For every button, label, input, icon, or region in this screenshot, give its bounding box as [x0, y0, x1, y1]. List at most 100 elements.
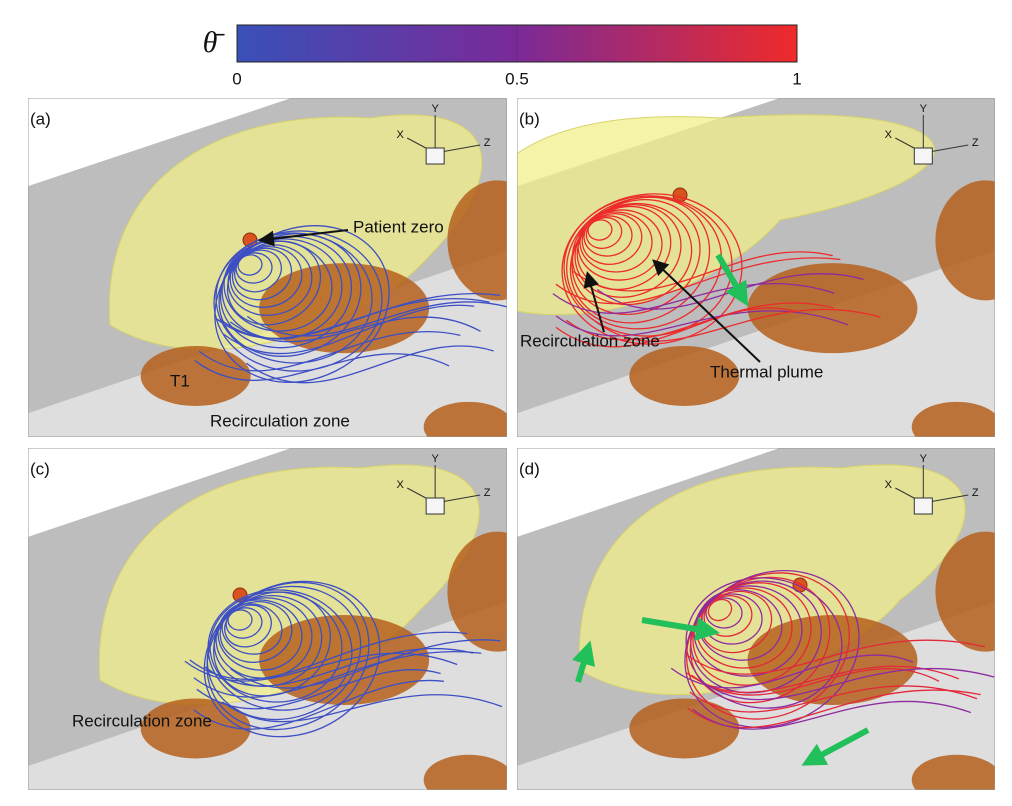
streamline — [579, 211, 653, 273]
streamline — [563, 195, 733, 337]
axis-label: X — [396, 479, 404, 491]
streamline — [707, 598, 733, 622]
colorbar-label: θ̄ — [203, 26, 226, 59]
streamline — [574, 204, 682, 298]
streamline — [206, 585, 362, 721]
annotation: Recirculation zone — [520, 331, 660, 350]
flow-arrow — [641, 617, 720, 641]
panel — [517, 98, 995, 437]
axis-label: Y — [920, 453, 928, 465]
table — [911, 754, 995, 790]
axis-label: Z — [484, 137, 491, 149]
streamline — [226, 240, 322, 326]
streamline — [213, 230, 383, 372]
streamline — [207, 589, 353, 711]
table — [140, 345, 251, 406]
panel — [28, 448, 507, 790]
streamline — [229, 246, 303, 308]
streamline — [224, 604, 272, 648]
streamline — [685, 577, 843, 709]
upper-wall — [28, 448, 292, 537]
axis-cube — [913, 497, 933, 515]
upper-wall — [28, 98, 292, 187]
plume — [517, 114, 935, 316]
panel-label: (b) — [519, 109, 540, 128]
flow-arrow — [572, 640, 596, 683]
streamline — [576, 205, 672, 291]
colorbar-tick-label: 0 — [232, 69, 241, 88]
streamline — [565, 302, 834, 341]
axis-label: Z — [484, 487, 491, 499]
annotation: Recirculation zone — [72, 711, 212, 730]
streamline — [227, 609, 253, 631]
colorbar-tick-label: 1 — [792, 69, 801, 88]
streamline — [230, 639, 501, 689]
panel-label: (c) — [30, 459, 50, 478]
streamline — [193, 651, 482, 698]
streamline — [705, 597, 743, 629]
streamline — [585, 216, 623, 250]
arrow — [258, 229, 349, 247]
axis-label: Y — [431, 103, 439, 115]
streamline — [209, 591, 343, 703]
streamline — [587, 219, 613, 241]
annotations: Patient zero T1 Recirculation zone Recir… — [72, 217, 870, 766]
streamline — [552, 283, 835, 314]
streamline — [231, 247, 293, 301]
streamline — [699, 667, 995, 701]
annotation: T1 — [170, 371, 190, 390]
streamline — [194, 353, 450, 381]
streamline — [213, 591, 331, 697]
axis-cube — [425, 147, 445, 165]
streamline — [571, 202, 693, 306]
panel — [517, 448, 995, 790]
annotation: Thermal plume — [710, 362, 823, 381]
streamline — [193, 679, 444, 730]
streamline — [219, 601, 293, 663]
streamline — [569, 196, 711, 324]
streamline — [689, 685, 978, 713]
streamline — [555, 310, 848, 337]
panel-label: (a) — [30, 109, 51, 128]
annotation: Patient zero — [353, 217, 444, 236]
panels — [28, 98, 995, 790]
axis-label: Y — [431, 453, 439, 465]
axis-label: Z — [972, 137, 979, 149]
streamline — [203, 647, 474, 687]
streamline — [189, 631, 468, 680]
table — [140, 698, 251, 759]
streamline — [246, 301, 507, 337]
streamline — [572, 251, 833, 292]
streamline — [196, 669, 441, 710]
table — [629, 345, 740, 406]
streamline — [686, 639, 985, 675]
streamline — [685, 665, 960, 693]
panel-label: (d) — [519, 459, 540, 478]
streamline — [222, 694, 503, 723]
colorbar — [236, 24, 798, 63]
plume — [98, 464, 480, 706]
panel — [28, 98, 507, 437]
plume — [578, 464, 966, 696]
table — [447, 180, 507, 301]
flow-arrow — [801, 727, 870, 766]
axis-cube — [425, 497, 445, 515]
streamline — [225, 607, 263, 639]
streamline — [566, 196, 722, 330]
colorbar-ticks: 0 0.5 1 — [232, 25, 802, 88]
axis-label: X — [396, 129, 404, 141]
annotation: Recirculation zone — [210, 411, 350, 430]
colorbar-tick-label: 0.5 — [505, 69, 529, 88]
streamline — [583, 215, 633, 257]
streamline — [561, 193, 743, 345]
arrow — [583, 271, 605, 333]
streamline — [670, 654, 914, 689]
axis-cube — [913, 147, 933, 165]
streamline — [235, 252, 273, 284]
table — [423, 754, 507, 790]
streamline — [203, 580, 381, 738]
streamline — [555, 307, 797, 348]
flow-arrow — [715, 253, 749, 307]
table — [935, 531, 995, 652]
